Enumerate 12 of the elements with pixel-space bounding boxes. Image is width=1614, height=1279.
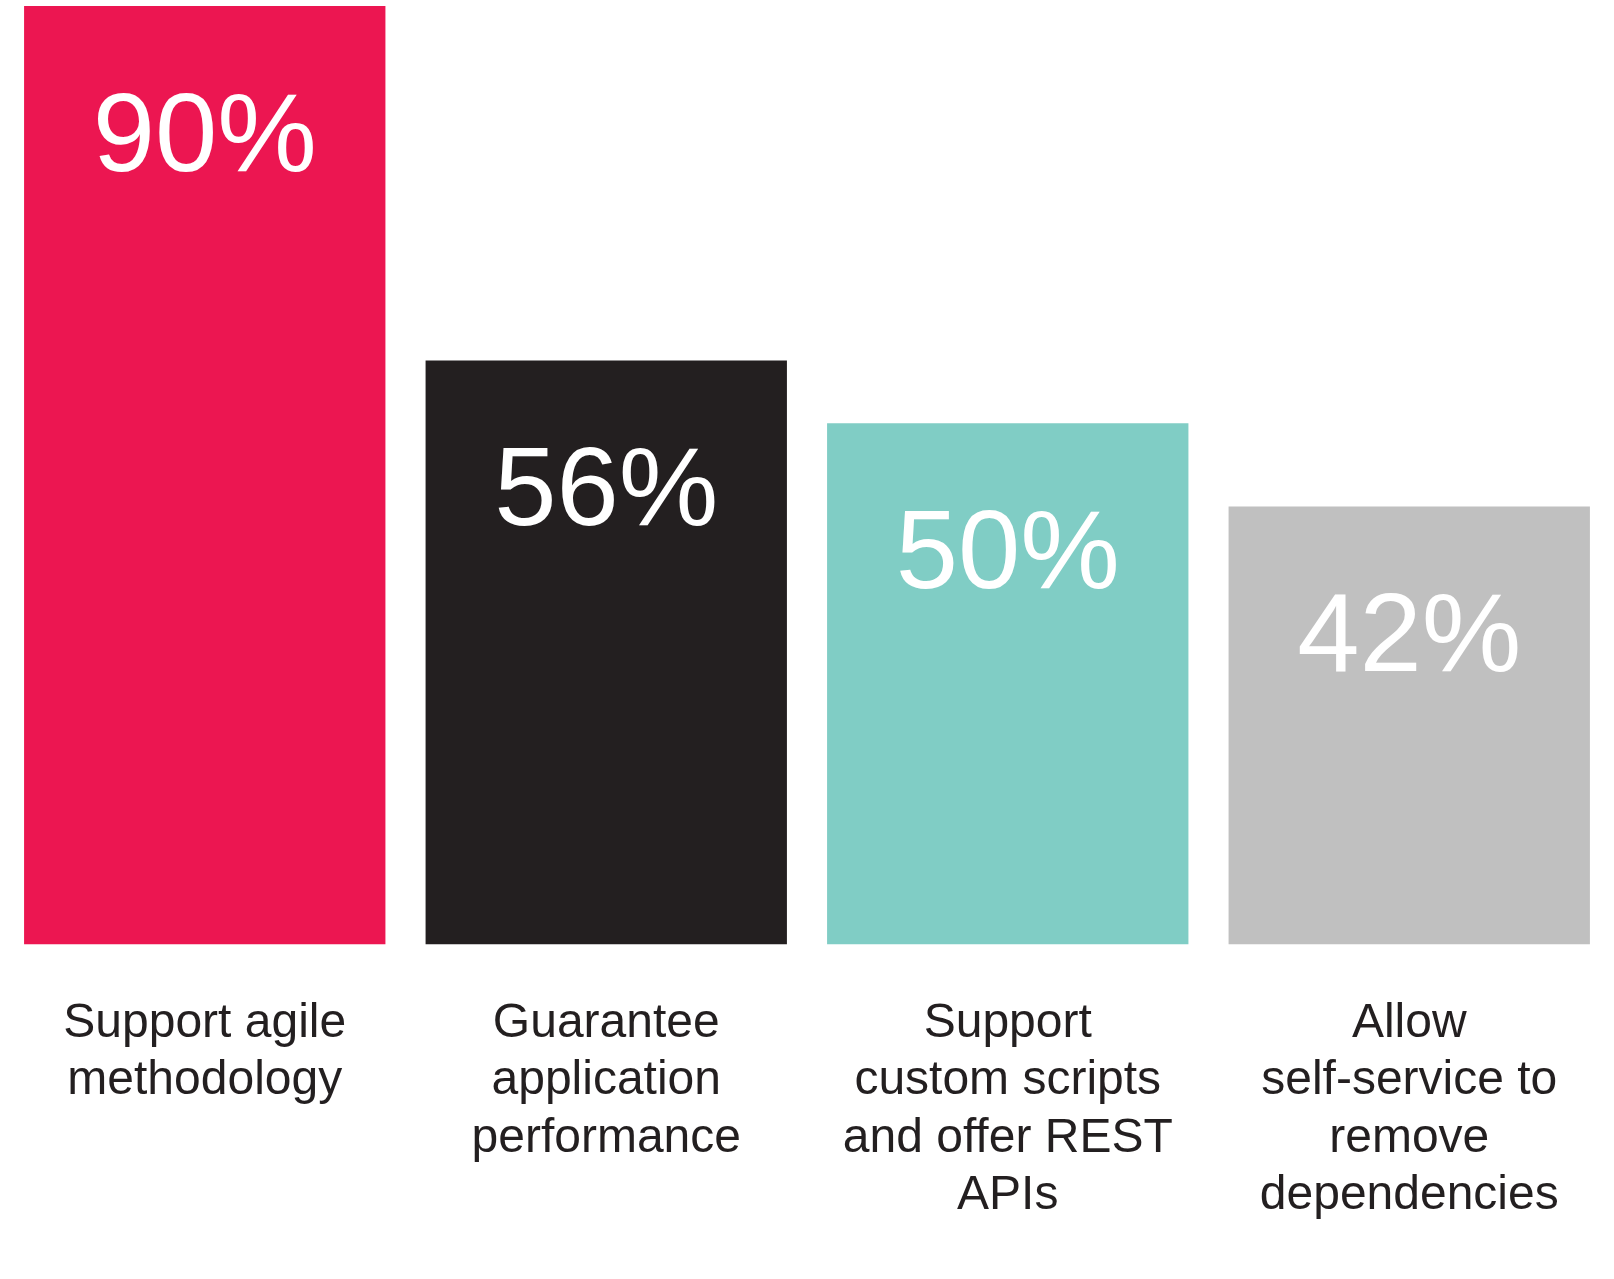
data-label: 50% bbox=[895, 487, 1120, 613]
bar bbox=[827, 423, 1189, 945]
data-label: 56% bbox=[494, 424, 719, 550]
data-label: 90% bbox=[92, 69, 317, 195]
data-label: 42% bbox=[1297, 570, 1522, 696]
bar bbox=[1228, 506, 1590, 945]
x-tick-label: Support custom scripts and offer REST APIs bbox=[842, 993, 1173, 1220]
x-tick-label: Support agile methodology bbox=[63, 993, 347, 1105]
x-tick-label: Guarantee application performance bbox=[471, 993, 741, 1162]
bar bbox=[425, 360, 787, 945]
bar bbox=[24, 6, 386, 945]
x-tick-label: Allow self-service to remove dependencies bbox=[1259, 993, 1559, 1220]
